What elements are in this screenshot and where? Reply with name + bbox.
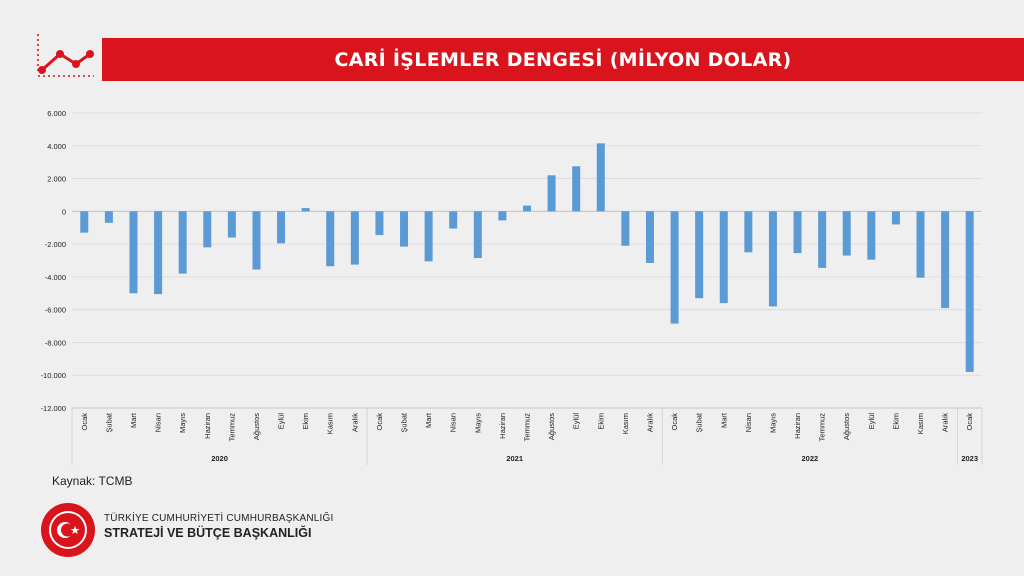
bar: [768, 211, 777, 307]
title-bar: CARİ İŞLEMLER DENGESİ (MİLYON DOLAR): [102, 38, 1024, 81]
x-tick-label: Nisan: [449, 413, 458, 432]
bar: [670, 211, 679, 324]
year-group-label: 2020: [211, 454, 228, 463]
x-tick-label: Mart: [424, 412, 433, 428]
bar: [449, 211, 458, 229]
bar: [842, 211, 851, 256]
bar: [793, 211, 802, 254]
bar: [350, 211, 359, 265]
bar: [104, 211, 113, 223]
x-tick-label: Mart: [129, 412, 138, 428]
bar: [424, 211, 433, 262]
year-group-label: 2023: [961, 454, 978, 463]
y-tick-label: 0: [62, 207, 66, 216]
year-group-label: 2022: [801, 454, 818, 463]
bar: [941, 211, 950, 309]
bar: [154, 211, 163, 295]
government-seal-logo: [41, 503, 95, 557]
y-tick-label: -10.000: [41, 371, 66, 380]
source-note: Kaynak: TCMB: [52, 474, 133, 488]
x-tick-label: Nisan: [154, 413, 163, 432]
bar: [375, 211, 384, 236]
bar: [596, 143, 605, 212]
bar: [547, 175, 556, 212]
x-tick-label: Ağustos: [252, 413, 261, 440]
y-tick-label: 2.000: [47, 175, 66, 184]
x-tick-label: Eylül: [277, 413, 286, 430]
y-tick-label: -2.000: [45, 240, 66, 249]
x-tick-label: Şubat: [104, 412, 113, 433]
page-title: CARİ İŞLEMLER DENGESİ (MİLYON DOLAR): [334, 48, 792, 71]
x-tick-label: Ocak: [965, 413, 974, 431]
bar: [744, 211, 753, 253]
x-tick-label: Aralık: [645, 413, 654, 432]
bar: [965, 211, 974, 372]
x-tick-label: Temmuz: [818, 413, 827, 442]
x-tick-label: Ekim: [891, 413, 900, 430]
bar: [326, 211, 335, 267]
bar: [645, 211, 654, 263]
x-tick-label: Kasım: [916, 413, 925, 434]
bar: [277, 211, 286, 244]
bar: [178, 211, 187, 274]
x-tick-label: Haziran: [203, 413, 212, 439]
y-tick-label: 6.000: [47, 109, 66, 118]
bar: [301, 208, 310, 212]
org-name-line2: STRATEJİ VE BÜTÇE BAŞKANLIĞI: [104, 526, 312, 540]
x-tick-label: Aralık: [941, 413, 950, 432]
x-tick-label: Ekim: [301, 413, 310, 430]
bar: [818, 211, 827, 268]
y-tick-label: -6.000: [45, 306, 66, 315]
x-tick-label: Ekim: [596, 413, 605, 430]
x-tick-label: Kasım: [326, 413, 335, 434]
x-tick-label: Aralık: [350, 413, 359, 432]
bar: [719, 211, 728, 304]
bar: [891, 211, 900, 225]
y-tick-label: -12.000: [41, 404, 66, 413]
bar: [80, 211, 89, 233]
x-tick-label: Eylül: [572, 413, 581, 430]
x-tick-label: Mayıs: [178, 413, 187, 433]
bar: [523, 205, 531, 212]
bar: [572, 166, 581, 212]
bar: [621, 211, 630, 246]
bar: [203, 211, 212, 248]
trend-chart-icon: [37, 34, 94, 77]
bar: [400, 211, 409, 247]
x-tick-label: Mayıs: [768, 413, 777, 433]
x-tick-label: Mart: [719, 412, 728, 428]
y-tick-label: -8.000: [45, 338, 66, 347]
org-name-line1: TÜRKİYE CUMHURİYETİ CUMHURBAŞKANLIĞI: [104, 513, 334, 524]
bar: [916, 211, 925, 278]
y-tick-label: 4.000: [47, 142, 66, 151]
x-tick-label: Kasım: [621, 413, 630, 434]
x-tick-label: Temmuz: [227, 413, 236, 442]
x-tick-label: Ocak: [670, 413, 679, 431]
x-tick-label: Ocak: [80, 413, 89, 431]
x-tick-label: Haziran: [793, 413, 802, 439]
x-tick-label: Eylül: [867, 413, 876, 430]
bar: [498, 211, 507, 221]
y-tick-label: -4.000: [45, 273, 66, 282]
x-tick-label: Haziran: [498, 413, 507, 439]
x-tick-label: Şubat: [695, 412, 704, 433]
bar: [473, 211, 482, 259]
year-group-label: 2021: [506, 454, 523, 463]
x-tick-label: Nisan: [744, 413, 753, 432]
bar: [867, 211, 876, 260]
x-tick-label: Ağustos: [547, 413, 556, 440]
x-tick-label: Ocak: [375, 413, 384, 431]
x-tick-label: Temmuz: [523, 413, 532, 442]
x-tick-label: Şubat: [400, 412, 409, 433]
x-tick-label: Mayıs: [473, 413, 482, 433]
bar: [129, 211, 138, 294]
bar: [695, 211, 704, 299]
x-tick-label: Ağustos: [842, 413, 851, 440]
bar: [227, 211, 236, 238]
bar: [252, 211, 261, 270]
